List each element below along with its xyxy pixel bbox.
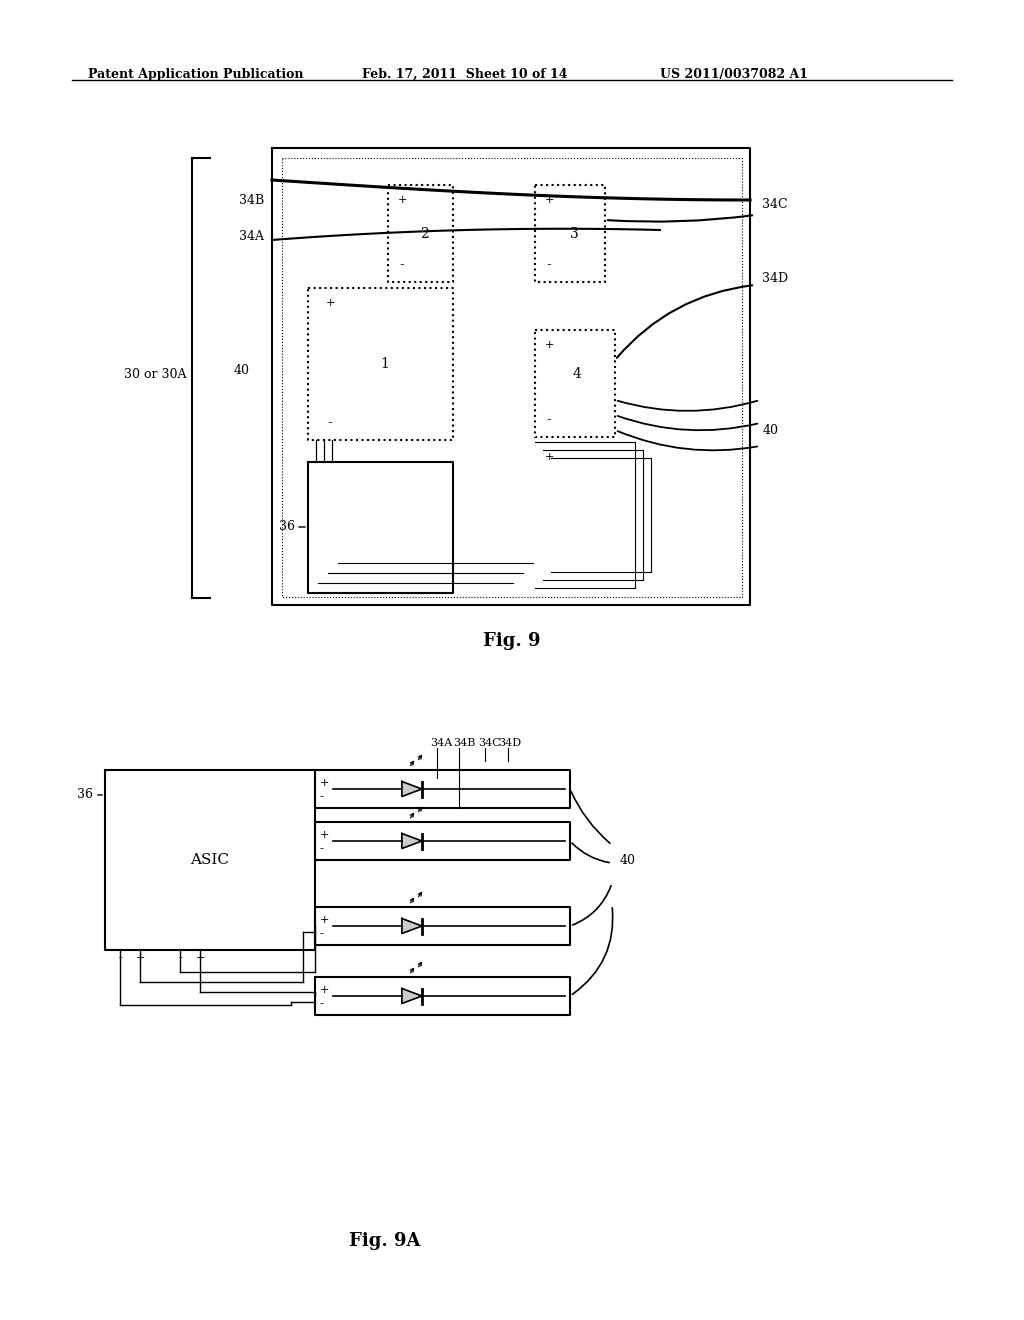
Text: 40: 40	[763, 424, 779, 437]
Text: 30 or 30A: 30 or 30A	[125, 368, 187, 381]
Polygon shape	[401, 781, 422, 796]
Text: 34B: 34B	[453, 738, 475, 748]
Text: Feb. 17, 2011  Sheet 10 of 14: Feb. 17, 2011 Sheet 10 of 14	[362, 69, 567, 81]
Text: ASIC: ASIC	[190, 853, 229, 867]
Text: +: +	[319, 985, 330, 995]
Text: -: -	[319, 789, 325, 803]
Text: -: -	[319, 927, 325, 940]
Text: 36: 36	[279, 520, 295, 533]
Text: 36: 36	[77, 788, 93, 801]
Text: -: -	[319, 842, 325, 855]
Text: +: +	[135, 953, 144, 964]
Text: +: +	[319, 915, 330, 925]
Text: -: -	[547, 413, 551, 426]
Text: 34D: 34D	[498, 738, 521, 748]
Text: +: +	[397, 195, 407, 205]
Text: +: +	[319, 830, 330, 840]
Text: 2: 2	[420, 227, 429, 240]
Text: +: +	[319, 777, 330, 788]
Text: -: -	[328, 416, 333, 430]
Text: 40: 40	[234, 363, 250, 376]
Text: 1: 1	[380, 356, 389, 371]
Text: -: -	[399, 257, 404, 272]
Polygon shape	[401, 833, 422, 849]
Text: +: +	[326, 298, 335, 308]
Text: 34B: 34B	[239, 194, 264, 206]
Text: 4: 4	[572, 367, 582, 380]
Text: 34D: 34D	[762, 272, 788, 285]
Text: 3: 3	[569, 227, 579, 240]
Text: +: +	[196, 953, 205, 964]
Text: Fig. 9: Fig. 9	[483, 632, 541, 649]
Text: +: +	[545, 451, 554, 462]
Text: 34A: 34A	[430, 738, 453, 748]
Text: 34A: 34A	[239, 231, 264, 243]
Text: Fig. 9A: Fig. 9A	[349, 1232, 421, 1250]
Text: +: +	[545, 195, 554, 205]
Text: 40: 40	[620, 854, 636, 866]
Text: -: -	[178, 953, 182, 964]
Text: US 2011/0037082 A1: US 2011/0037082 A1	[660, 69, 808, 81]
Text: 34C: 34C	[478, 738, 501, 748]
Text: -: -	[118, 953, 122, 964]
Polygon shape	[401, 989, 422, 1003]
Polygon shape	[401, 919, 422, 933]
Text: 34C: 34C	[762, 198, 787, 211]
Text: Patent Application Publication: Patent Application Publication	[88, 69, 303, 81]
Text: +: +	[545, 341, 554, 350]
Text: -: -	[319, 997, 325, 1010]
Text: -: -	[547, 257, 551, 272]
